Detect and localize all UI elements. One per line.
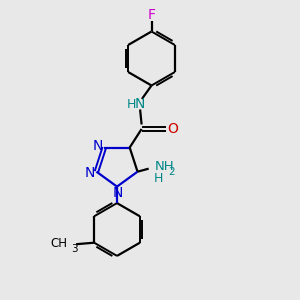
Text: NH: NH bbox=[154, 160, 174, 173]
Text: H: H bbox=[126, 98, 136, 111]
Text: 3: 3 bbox=[71, 244, 78, 254]
Text: O: O bbox=[167, 122, 178, 136]
Text: 2: 2 bbox=[168, 167, 175, 177]
Text: N: N bbox=[135, 97, 145, 111]
Text: N: N bbox=[92, 139, 103, 153]
Text: H: H bbox=[154, 172, 164, 185]
Text: F: F bbox=[148, 8, 156, 22]
Text: N: N bbox=[85, 166, 95, 180]
Text: N: N bbox=[112, 186, 123, 200]
Text: CH: CH bbox=[51, 237, 68, 250]
